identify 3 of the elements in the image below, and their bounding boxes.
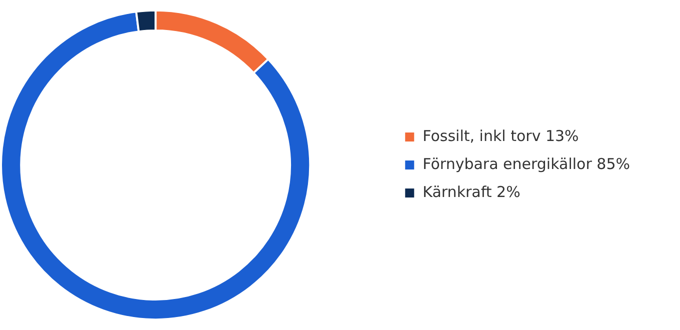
legend-label: Fossilt, inkl torv 13% [422,126,579,145]
legend-label: Förnybara energikällor 85% [422,154,630,173]
legend-label: Kärnkraft 2% [422,182,520,201]
